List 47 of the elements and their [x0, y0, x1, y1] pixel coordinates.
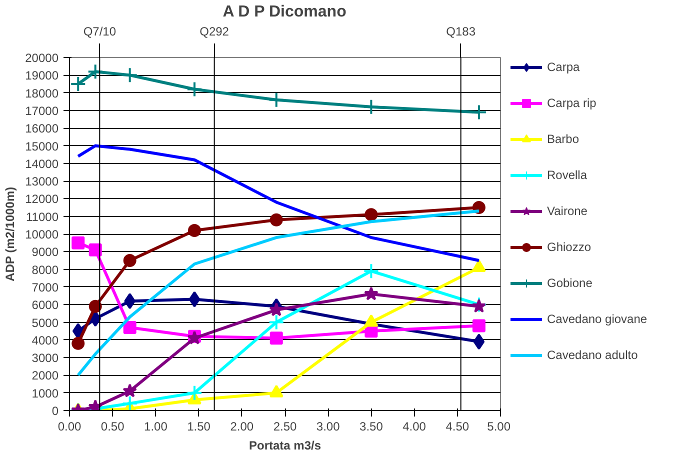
chart-title: A D P Dicomano [222, 4, 347, 20]
y-tick-label: 18000 [25, 86, 59, 100]
ref-line-label: Q292 [200, 24, 230, 38]
y-tick-label: 1000 [32, 386, 59, 400]
y-tick-label: 15000 [25, 139, 59, 154]
x-tick-label: 0.00 [58, 420, 82, 434]
y-tick-label: 14000 [25, 156, 59, 171]
x-tick-label: 5.00 [487, 420, 511, 434]
x-tick-label: 1.00 [144, 420, 168, 434]
y-tick-label: 7000 [32, 280, 59, 294]
legend-label: Cavedano adulto [547, 348, 638, 362]
y-tick-label: 13000 [25, 174, 59, 189]
x-tick-label: 3.50 [360, 420, 384, 434]
x-axis-title: Portata m3/s [248, 438, 322, 452]
y-tick-label: 16000 [25, 122, 59, 136]
y-tick-label: 9000 [32, 245, 59, 260]
legend-label: Carpa rip [547, 96, 596, 110]
y-tick-label: 0 [52, 404, 59, 418]
y-tick-label: 4000 [32, 333, 59, 348]
ref-line-label: Q7/10 [83, 24, 116, 38]
y-tick-label: 17000 [25, 104, 59, 118]
y-axis-title: ADP (m2/1000m) [3, 186, 18, 282]
y-tick-label: 8000 [32, 262, 59, 277]
legend-label: Carpa [547, 60, 580, 74]
y-tick-label: 19000 [25, 68, 59, 83]
x-tick-label: 4.00 [402, 420, 426, 434]
x-tick-label: 0.50 [100, 420, 125, 434]
x-tick-label: 3.00 [316, 420, 340, 434]
y-tick-label: 6000 [32, 298, 59, 312]
ref-line-label: Q183 [446, 24, 476, 38]
x-tick-label: 2.50 [273, 420, 298, 434]
legend-label: Rovella [547, 168, 588, 182]
y-tick-label: 5000 [32, 316, 59, 330]
legend-label: Vairone [547, 204, 588, 218]
x-tick-label: 1.50 [187, 420, 211, 434]
y-tick-label: 12000 [25, 192, 59, 206]
legend-label: Cavedano giovane [547, 312, 648, 326]
y-tick-label: 10000 [25, 228, 59, 242]
legend-label: Ghiozzo [547, 240, 592, 254]
x-tick-label: 4.50 [446, 420, 470, 434]
y-tick-label: 11000 [26, 210, 59, 224]
legend-label: Gobione [547, 276, 592, 290]
y-tick-label: 2000 [32, 368, 59, 383]
y-tick-label: 20000 [25, 51, 59, 65]
x-tick-label: 2.00 [230, 420, 254, 434]
legend-label: Barbo [547, 132, 580, 146]
y-tick-label: 3000 [32, 351, 59, 366]
